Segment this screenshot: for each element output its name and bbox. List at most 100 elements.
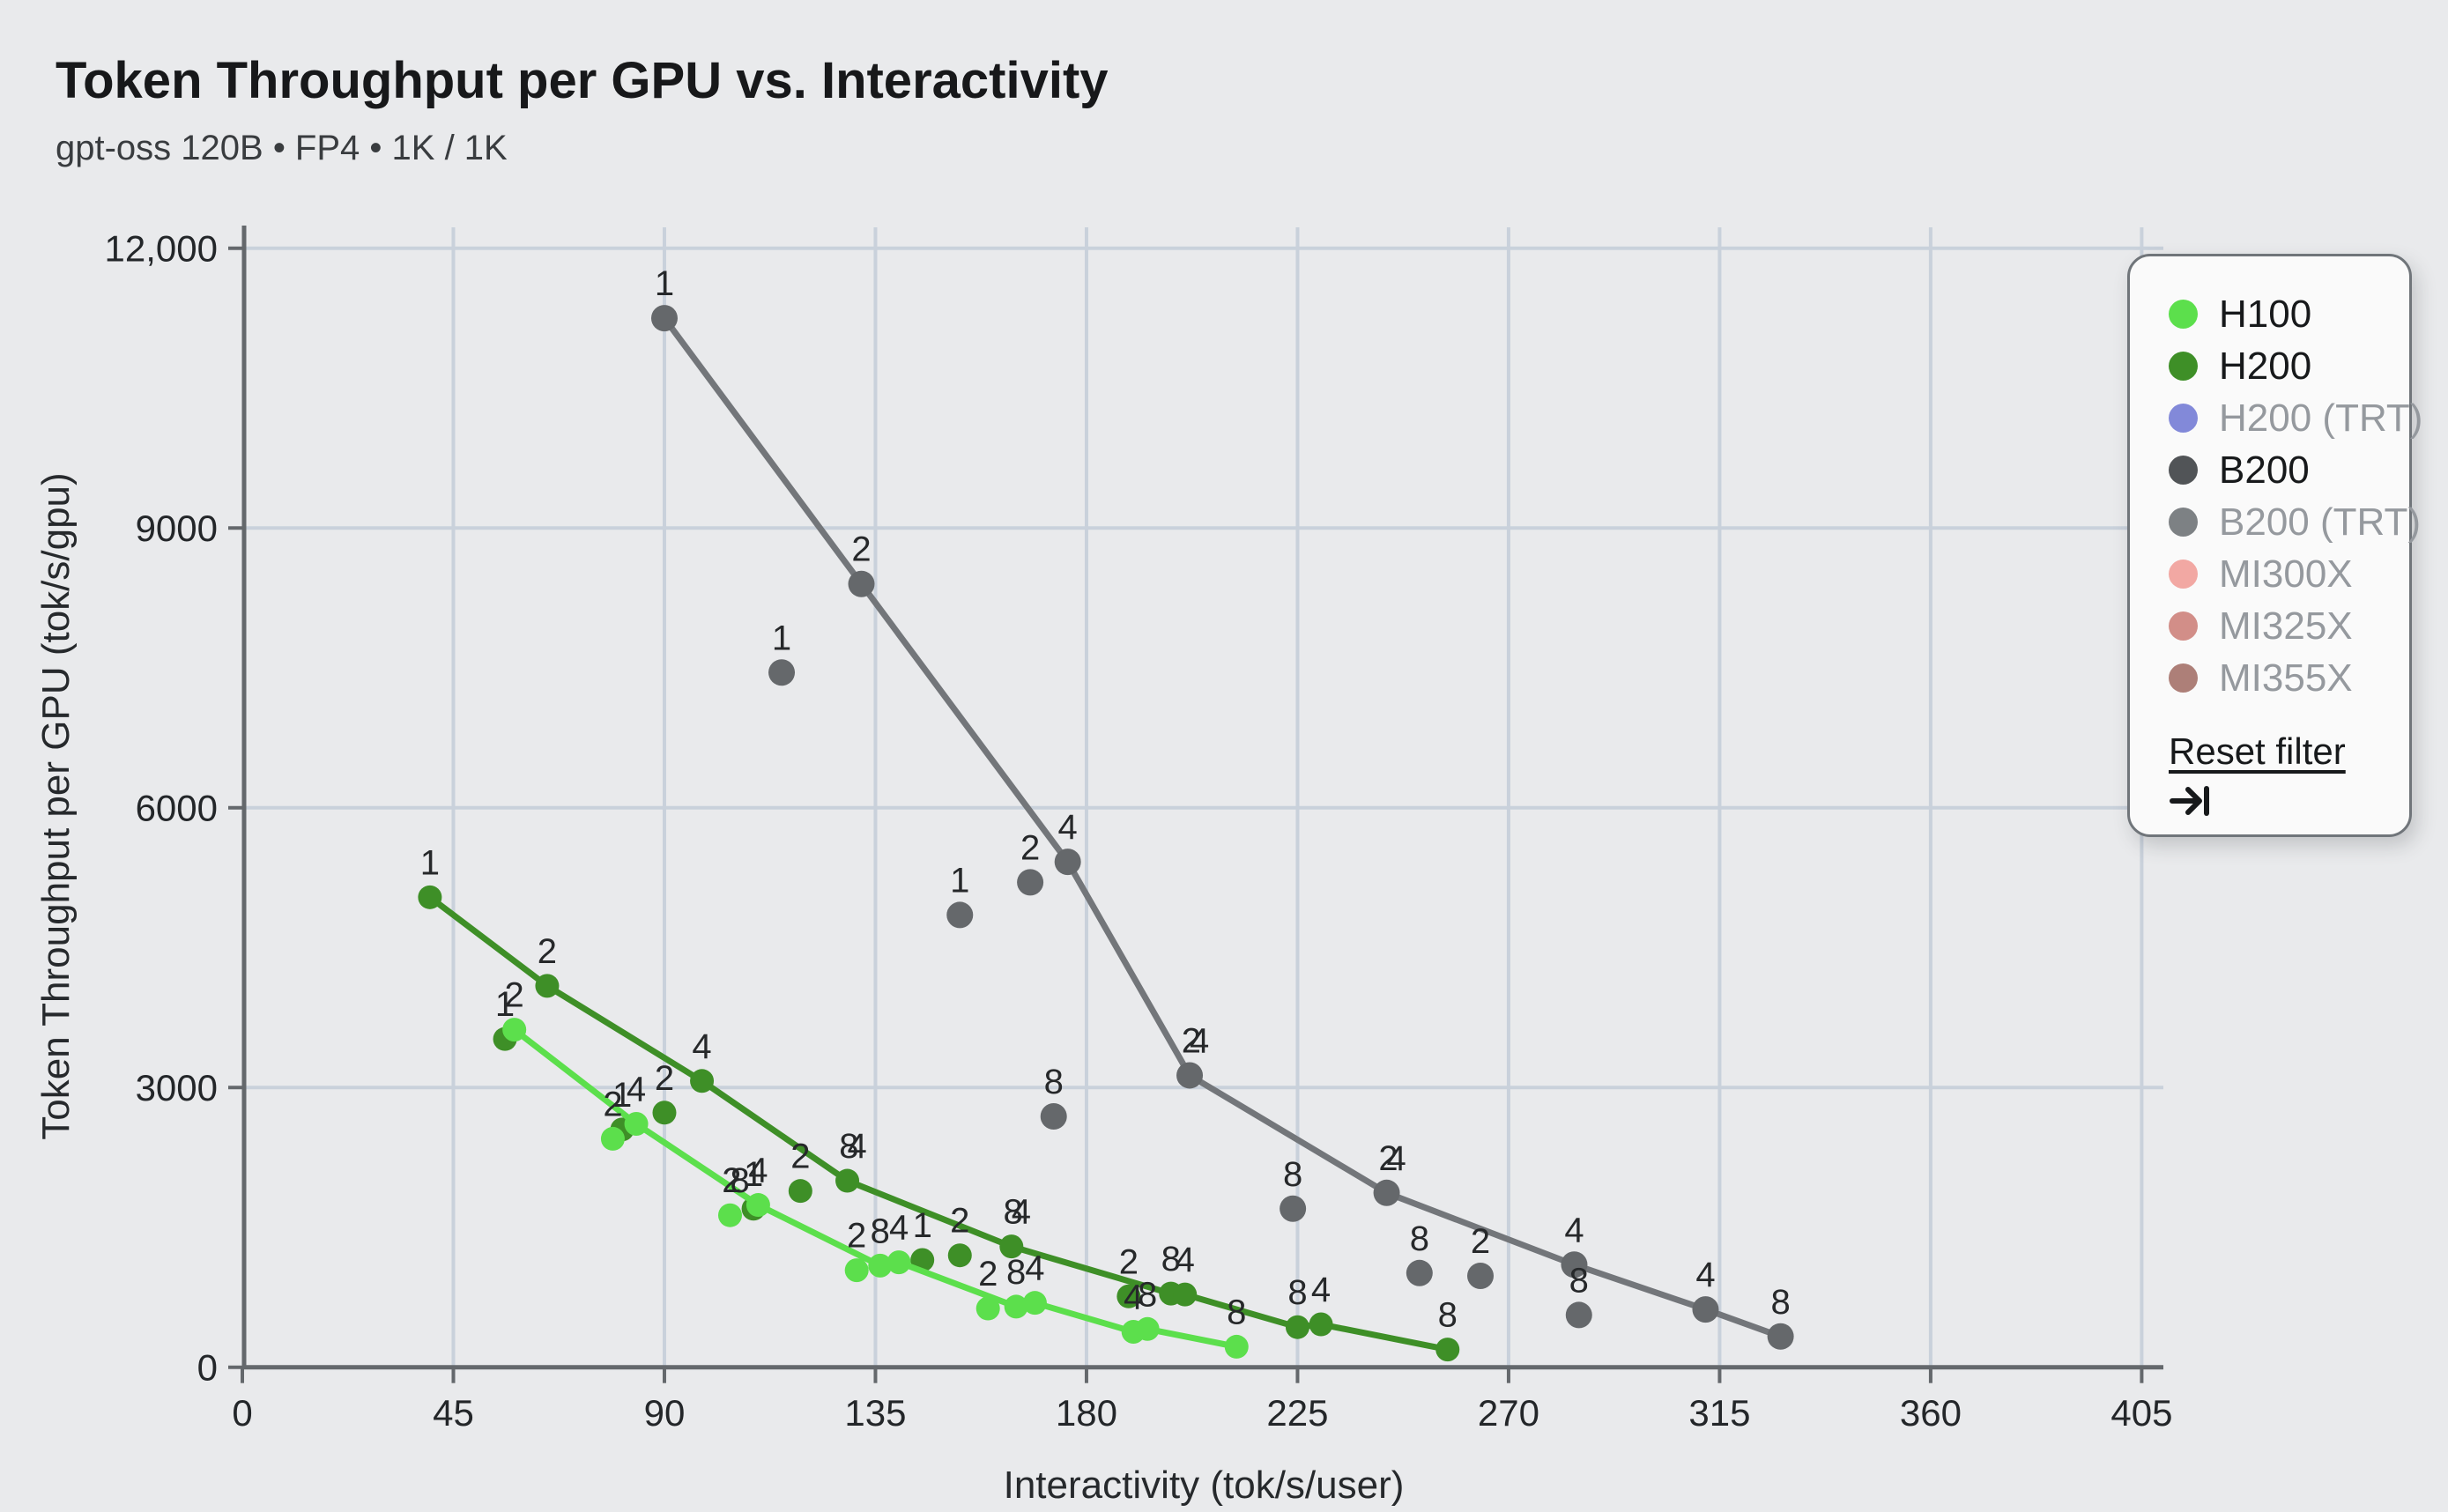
data-point-label: 1 xyxy=(772,619,791,657)
data-point-h200[interactable] xyxy=(835,1168,860,1193)
data-point-label: 8 xyxy=(1410,1219,1429,1258)
data-point-label: 8 xyxy=(871,1212,890,1250)
data-point-label: 24 xyxy=(1378,1139,1406,1178)
legend-color-dot xyxy=(2169,456,2198,485)
page-title: Token Throughput per GPU vs. Interactivi… xyxy=(56,52,1109,109)
data-point-label: 1 xyxy=(420,843,440,882)
data-point-b200[interactable] xyxy=(1767,1323,1794,1350)
legend-color-dot xyxy=(2169,352,2198,381)
data-point-label: 1 xyxy=(950,861,969,900)
x-tick-label: 225 xyxy=(1266,1392,1328,1434)
legend-item-b200[interactable]: B200 xyxy=(2169,444,2409,496)
data-point-b200[interactable] xyxy=(848,570,875,597)
y-axis-title: Token Throughput per GPU (tok/s/gpu) xyxy=(34,472,78,1139)
reset-filter-link[interactable]: Reset filter xyxy=(2169,730,2346,772)
data-point-h100[interactable] xyxy=(502,1018,527,1042)
y-tick-label: 6000 xyxy=(136,788,218,829)
data-point-b200[interactable] xyxy=(1467,1262,1495,1289)
legend-item-h200[interactable]: H200 xyxy=(2169,340,2409,392)
data-point-label: 4 xyxy=(889,1209,909,1248)
data-point-h200[interactable] xyxy=(535,974,560,998)
data-point-h200[interactable] xyxy=(1173,1282,1198,1307)
legend-item-h100[interactable]: H100 xyxy=(2169,288,2409,340)
legend-item-mi355x[interactable]: MI355X xyxy=(2169,652,2409,704)
data-point-h100[interactable] xyxy=(1022,1291,1047,1316)
legend-item-h200-trt[interactable]: H200 (TRT) xyxy=(2169,392,2422,444)
data-point-label: 2 xyxy=(978,1255,998,1293)
data-point-b200[interactable] xyxy=(946,901,974,929)
data-point-h100[interactable] xyxy=(844,1258,869,1283)
x-tick-label: 135 xyxy=(844,1392,906,1434)
data-point-h200[interactable] xyxy=(690,1069,715,1093)
y-tick-label: 0 xyxy=(197,1347,218,1389)
data-point-b200[interactable] xyxy=(1565,1301,1592,1329)
data-point-h200[interactable] xyxy=(1285,1315,1309,1339)
data-point-b200[interactable] xyxy=(768,659,796,686)
data-point-h100[interactable] xyxy=(624,1111,649,1136)
legend-item-b200-trt[interactable]: B200 (TRT) xyxy=(2169,496,2421,548)
data-point-label: 2 xyxy=(603,1085,622,1123)
legend-color-dot xyxy=(2169,300,2198,329)
data-point-label: 8 xyxy=(1770,1283,1790,1322)
data-point-label: 8 xyxy=(1569,1261,1589,1300)
legend-item-label: B200 xyxy=(2219,448,2310,492)
x-tick-label: 270 xyxy=(1478,1392,1539,1434)
data-point-b200[interactable] xyxy=(1054,849,1081,876)
legend-color-dot xyxy=(2169,560,2198,589)
data-point-h200[interactable] xyxy=(999,1234,1024,1259)
x-tick-label: 405 xyxy=(2110,1392,2172,1434)
data-point-h100[interactable] xyxy=(886,1250,911,1275)
data-point-label: 1 xyxy=(913,1206,932,1245)
data-point-h200[interactable] xyxy=(788,1179,812,1204)
data-point-label: 2 xyxy=(1471,1222,1490,1261)
data-point-b200[interactable] xyxy=(1406,1259,1433,1286)
data-point-b200[interactable] xyxy=(1561,1251,1588,1279)
data-point-b200[interactable] xyxy=(650,305,678,332)
data-point-h100[interactable] xyxy=(1224,1334,1249,1359)
page-subtitle: gpt-oss 120B • FP4 • 1K / 1K xyxy=(56,129,508,167)
data-point-h100[interactable] xyxy=(868,1253,893,1278)
legend-color-dot xyxy=(2169,611,2198,641)
legend-item-mi325x[interactable]: MI325X xyxy=(2169,600,2409,652)
y-tick-label: 9000 xyxy=(136,508,218,549)
data-point-h200[interactable] xyxy=(652,1101,677,1125)
data-point-label: 4 xyxy=(748,1152,768,1190)
data-point-label: 8 xyxy=(1138,1275,1157,1314)
legend-item-label: B200 (TRT) xyxy=(2219,500,2422,544)
data-point-h200[interactable] xyxy=(1435,1338,1460,1362)
data-point-b200[interactable] xyxy=(1017,869,1044,896)
data-point-h200[interactable] xyxy=(1309,1312,1333,1337)
data-point-b200[interactable] xyxy=(1040,1103,1067,1130)
data-point-label: 4 xyxy=(1311,1271,1331,1309)
legend-items: H100 H200 H200 (TRT) B200 B200 (TRT) MI300X MI… xyxy=(2169,288,2422,704)
data-point-h100[interactable] xyxy=(975,1296,1000,1321)
data-point-label: 4 xyxy=(1176,1241,1195,1279)
legend-color-dot xyxy=(2169,404,2198,433)
data-point-label: 1 xyxy=(612,1076,632,1115)
data-point-label: 8 xyxy=(1438,1296,1458,1335)
y-tick-label: 3000 xyxy=(136,1067,218,1108)
data-point-h100[interactable] xyxy=(1004,1294,1028,1319)
x-tick-label: 90 xyxy=(644,1392,686,1434)
tab-arrow-icon[interactable] xyxy=(2169,782,2214,820)
x-axis-title: Interactivity (tok/s/user) xyxy=(1004,1464,1405,1507)
legend-item-mi300x[interactable]: MI300X xyxy=(2169,548,2409,600)
data-point-h100[interactable] xyxy=(1135,1316,1160,1341)
data-point-label: 8 xyxy=(1161,1240,1181,1279)
data-point-h200[interactable] xyxy=(1116,1284,1141,1308)
data-point-h200[interactable] xyxy=(418,885,442,909)
data-point-b200[interactable] xyxy=(1280,1195,1307,1222)
data-point-h200[interactable] xyxy=(947,1243,972,1268)
data-point-label: 8 xyxy=(1006,1253,1026,1292)
data-point-b200[interactable] xyxy=(1692,1296,1719,1323)
data-point-h100[interactable] xyxy=(600,1126,625,1151)
data-point-label: 2 xyxy=(1119,1242,1139,1281)
data-point-h100[interactable] xyxy=(746,1193,770,1218)
data-point-label: 8 xyxy=(1227,1293,1246,1331)
data-point-h100[interactable] xyxy=(717,1203,742,1227)
data-point-b200[interactable] xyxy=(1373,1179,1400,1206)
data-point-label: 4 xyxy=(1058,808,1078,847)
data-point-b200[interactable] xyxy=(1176,1062,1204,1089)
